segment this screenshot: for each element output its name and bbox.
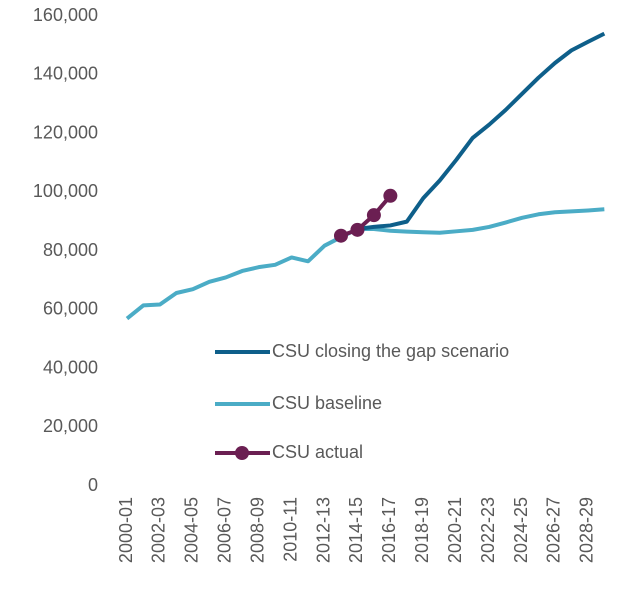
y-tick-label: 40,000 — [43, 357, 98, 377]
x-tick-label: 2014-15 — [346, 497, 366, 563]
x-tick-label: 2028-29 — [577, 497, 597, 563]
legend-marker — [235, 446, 249, 460]
x-tick-label: 2022-23 — [478, 497, 498, 563]
legend-label: CSU closing the gap scenario — [272, 341, 509, 361]
y-tick-label: 20,000 — [43, 416, 98, 436]
x-tick-label: 2010-11 — [280, 497, 300, 562]
series-line — [340, 194, 392, 238]
y-tick-label: 140,000 — [33, 64, 98, 84]
x-tick-label: 2026-27 — [544, 497, 564, 563]
x-tick-label: 2004-05 — [182, 497, 202, 563]
y-tick-label: 80,000 — [43, 240, 98, 260]
marker — [350, 222, 365, 237]
x-tick-label: 2008-09 — [247, 497, 267, 563]
series-line — [357, 31, 606, 231]
y-tick-label: 100,000 — [33, 181, 98, 201]
x-tick-label: 2020-21 — [445, 497, 465, 563]
x-tick-label: 2000-01 — [116, 497, 136, 563]
x-tick-label: 2006-07 — [215, 497, 235, 563]
marker — [383, 188, 398, 203]
x-tick-label: 2002-03 — [149, 497, 169, 563]
x-tick-label: 2016-17 — [379, 497, 399, 563]
y-tick-label: 160,000 — [33, 5, 98, 25]
x-tick-label: 2012-13 — [313, 497, 333, 563]
legend-label: CSU actual — [272, 442, 363, 462]
y-tick-label: 120,000 — [33, 122, 98, 142]
series-line — [125, 207, 605, 321]
marker — [366, 208, 381, 223]
x-tick-label: 2018-19 — [412, 497, 432, 563]
marker — [333, 228, 348, 243]
x-tick-label: 2024-25 — [511, 497, 531, 563]
y-tick-label: 60,000 — [43, 299, 98, 319]
legend-label: CSU baseline — [272, 393, 382, 413]
y-tick-label: 0 — [88, 475, 98, 495]
